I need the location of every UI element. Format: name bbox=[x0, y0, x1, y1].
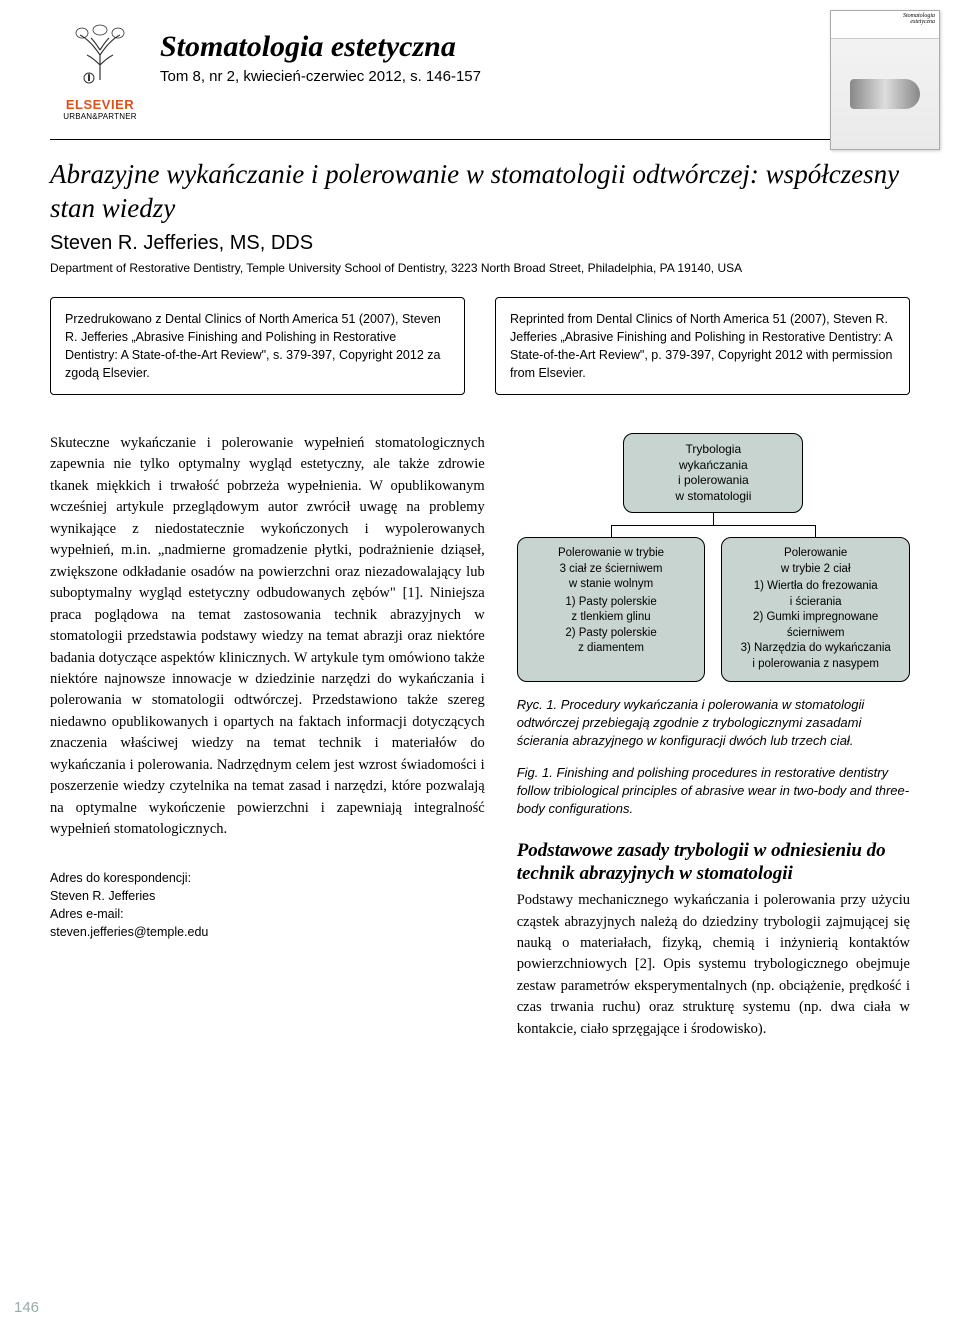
journal-issue: Tom 8, nr 2, kwiecień-czerwiec 2012, s. … bbox=[160, 68, 910, 85]
corr-name: Steven R. Jefferies bbox=[50, 887, 485, 905]
publisher-logo-block: ELSEVIER URBAN&PARTNER bbox=[50, 20, 150, 121]
reprint-box-pl: Przedrukowano z Dental Clinics of North … bbox=[50, 297, 465, 396]
intro-paragraph: Skuteczne wykańczanie i polerowanie wype… bbox=[50, 433, 485, 841]
journal-cover-thumbnail: Stomatologiaestetyczna bbox=[830, 10, 940, 150]
figure-caption-en: Fig. 1. Finishing and polishing procedur… bbox=[517, 764, 910, 819]
journal-title-block: Stomatologia estetyczna Tom 8, nr 2, kwi… bbox=[150, 20, 910, 85]
publisher-name: ELSEVIER bbox=[50, 97, 150, 112]
section-heading: Podstawowe zasady trybologii w odniesien… bbox=[517, 839, 910, 887]
diagram-left-items: 1) Pasty polerskiez tlenkiem glinu2) Pas… bbox=[528, 595, 695, 657]
handpiece-icon bbox=[850, 79, 920, 109]
diagram-root-node: Trybologiawykańczaniai polerowaniaw stom… bbox=[623, 433, 803, 513]
article-author: Steven R. Jefferies, MS, DDS bbox=[50, 232, 910, 255]
article-title: Abrazyjne wykańczanie i polerowanie w st… bbox=[50, 158, 910, 226]
figure-1-diagram: Trybologiawykańczaniai polerowaniaw stom… bbox=[517, 433, 910, 682]
main-columns: Skuteczne wykańczanie i polerowanie wype… bbox=[50, 433, 910, 1040]
diagram-connector bbox=[517, 513, 910, 537]
correspondence-block: Adres do korespondencji: Steven R. Jeffe… bbox=[50, 869, 485, 942]
page-header: ELSEVIER URBAN&PARTNER Stomatologia este… bbox=[50, 20, 910, 121]
cover-thumb-label: Stomatologiaestetyczna bbox=[831, 11, 939, 39]
reprint-box-en: Reprinted from Dental Clinics of North A… bbox=[495, 297, 910, 396]
diagram-right-node: Polerowaniew trybie 2 ciał 1) Wiertła do… bbox=[721, 537, 910, 681]
figure-caption-pl: Ryc. 1. Procedury wykańczania i polerowa… bbox=[517, 696, 910, 751]
diagram-right-items: 1) Wiertła do frezowaniai ścierania2) Gu… bbox=[732, 579, 899, 672]
diagram-left-head: Polerowanie w trybie3 ciał ze ścierniwem… bbox=[528, 546, 695, 593]
elsevier-tree-icon bbox=[65, 20, 135, 90]
corr-label: Adres do korespondencji: bbox=[50, 869, 485, 887]
corr-email: steven.jefferies@temple.edu bbox=[50, 923, 485, 941]
publisher-sub: URBAN&PARTNER bbox=[50, 112, 150, 121]
right-column: Trybologiawykańczaniai polerowaniaw stom… bbox=[517, 433, 910, 1040]
reprint-boxes-row: Przedrukowano z Dental Clinics of North … bbox=[50, 297, 910, 396]
journal-title: Stomatologia estetyczna bbox=[160, 30, 910, 64]
diagram-left-node: Polerowanie w trybie3 ciał ze ścierniwem… bbox=[517, 537, 706, 681]
header-rule bbox=[50, 139, 910, 140]
diagram-right-head: Polerowaniew trybie 2 ciał bbox=[732, 546, 899, 577]
section-body: Podstawy mechanicznego wykańczania i pol… bbox=[517, 890, 910, 1040]
article-affiliation: Department of Restorative Dentistry, Tem… bbox=[50, 261, 910, 275]
page-number: 146 bbox=[14, 1299, 39, 1316]
left-column: Skuteczne wykańczanie i polerowanie wype… bbox=[50, 433, 485, 1040]
corr-email-label: Adres e-mail: bbox=[50, 905, 485, 923]
